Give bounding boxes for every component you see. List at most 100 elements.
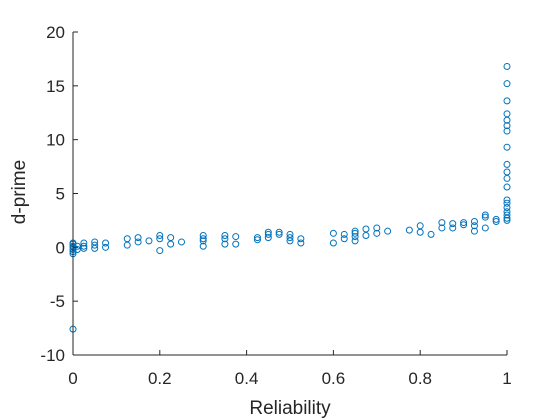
data-point <box>438 219 446 227</box>
data-point <box>481 224 489 232</box>
y-tick-label: 20 <box>46 23 65 42</box>
data-point <box>503 203 511 211</box>
data-point <box>264 230 272 238</box>
data-point <box>297 239 305 247</box>
data-point <box>503 196 511 204</box>
data-point <box>405 226 413 234</box>
data-point <box>427 230 435 238</box>
data-point <box>503 216 511 224</box>
data-point <box>264 234 272 242</box>
x-tick-label: 0.4 <box>235 369 259 388</box>
data-point <box>329 239 337 247</box>
data-point <box>232 240 240 248</box>
data-point <box>264 228 272 236</box>
data-point <box>481 211 489 219</box>
data-point <box>503 208 511 216</box>
data-point <box>275 228 283 236</box>
data-point <box>297 235 305 243</box>
data-point <box>156 231 164 239</box>
data-point <box>102 239 110 247</box>
data-point <box>221 235 229 243</box>
data-point <box>199 235 207 243</box>
data-point <box>232 233 240 241</box>
data-point <box>221 240 229 248</box>
x-tick-label: 0.6 <box>322 369 346 388</box>
y-tick-label: 5 <box>56 185 65 204</box>
data-point <box>134 238 142 246</box>
x-tick-label: 0.2 <box>148 369 172 388</box>
data-point <box>503 110 511 118</box>
data-point <box>178 238 185 246</box>
y-tick-label: 0 <box>56 238 65 257</box>
data-point <box>167 240 175 248</box>
data-point <box>351 233 359 241</box>
data-point <box>470 217 478 225</box>
y-tick-label: -5 <box>50 292 65 311</box>
data-point <box>449 220 457 228</box>
data-point <box>351 227 359 235</box>
data-point <box>384 227 392 235</box>
data-point <box>438 224 446 232</box>
data-points <box>69 62 511 333</box>
y-tick-label: 10 <box>46 131 65 150</box>
data-point <box>503 127 511 135</box>
data-point <box>503 168 511 176</box>
data-point <box>460 219 468 227</box>
data-point <box>492 215 500 223</box>
data-point <box>199 242 207 250</box>
data-point <box>503 211 511 219</box>
data-point <box>470 222 478 230</box>
data-point <box>167 234 175 242</box>
data-point <box>351 229 359 237</box>
data-point <box>91 238 99 246</box>
data-point <box>221 231 229 239</box>
data-point <box>253 236 261 244</box>
data-point <box>373 229 381 237</box>
data-point <box>416 228 424 236</box>
data-point <box>373 224 381 232</box>
data-point <box>460 221 468 229</box>
x-tick-label: 1 <box>502 369 511 388</box>
data-point <box>253 234 261 242</box>
data-point <box>73 242 81 250</box>
data-point <box>199 231 207 239</box>
data-point <box>503 122 511 130</box>
x-tick-label: 0.8 <box>408 369 432 388</box>
data-point <box>470 227 478 235</box>
data-point <box>503 174 511 182</box>
data-point <box>503 183 511 191</box>
data-point <box>362 231 370 239</box>
y-tick-label: 15 <box>46 77 65 96</box>
data-point <box>80 244 88 252</box>
x-axis-label: Reliability <box>249 398 331 419</box>
data-point <box>503 143 511 151</box>
data-point <box>102 243 110 251</box>
data-point <box>275 230 283 238</box>
data-point <box>503 62 511 70</box>
x-tick-label: 0 <box>68 369 77 388</box>
data-point <box>91 241 99 249</box>
data-point <box>416 222 424 230</box>
data-point <box>503 160 511 168</box>
data-point <box>449 224 457 232</box>
data-point <box>481 213 489 221</box>
axes: 0 0.2 0.4 0.6 0.8 1 -10 -5 0 5 10 15 20 <box>40 23 511 388</box>
data-point <box>286 234 294 242</box>
data-point <box>340 235 348 243</box>
y-axis-label: d-prime <box>9 160 30 224</box>
data-point <box>145 237 153 245</box>
data-point <box>134 234 142 242</box>
data-point <box>73 245 81 253</box>
data-point <box>351 237 359 245</box>
data-point <box>503 97 511 105</box>
data-point <box>362 225 370 233</box>
data-point <box>80 239 88 247</box>
data-point <box>156 235 164 243</box>
data-point <box>492 217 500 225</box>
data-point <box>340 230 348 238</box>
data-point <box>123 235 131 243</box>
y-tick-label: -10 <box>40 346 65 365</box>
data-point <box>156 247 164 255</box>
data-point <box>199 237 207 245</box>
